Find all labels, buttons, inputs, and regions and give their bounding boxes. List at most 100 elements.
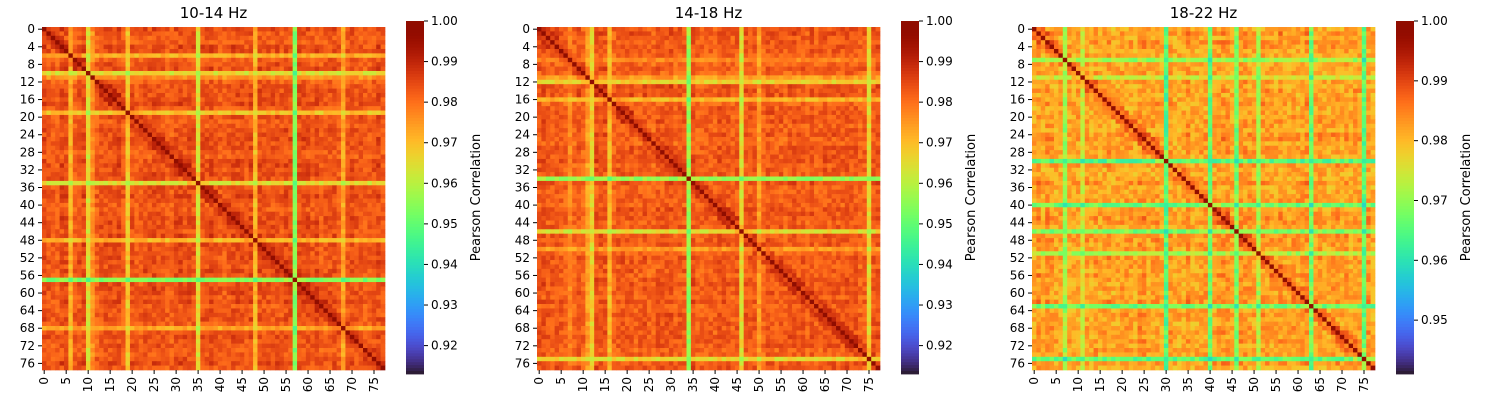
heatmap-cell <box>134 84 140 89</box>
heatmap-cell <box>213 154 219 160</box>
heatmap-cell <box>129 136 135 142</box>
heatmap-cell <box>59 194 65 199</box>
heatmap-cell <box>42 207 47 213</box>
heatmap-cell <box>248 31 254 37</box>
heatmap-cell <box>160 194 166 199</box>
heatmap-cell <box>151 211 157 217</box>
heatmap-cell <box>204 194 210 199</box>
heatmap-cell <box>151 277 157 283</box>
heatmap-cell <box>231 27 236 32</box>
heatmap-cell <box>68 79 74 85</box>
heatmap-cell <box>336 141 342 147</box>
heatmap-cell <box>200 79 206 85</box>
heatmap-cell <box>68 57 74 63</box>
heatmap-cell <box>107 295 113 300</box>
heatmap-cell <box>81 48 87 54</box>
heatmap-cell <box>129 132 135 138</box>
heatmap-cell <box>323 88 329 94</box>
heatmap-cell <box>305 167 311 173</box>
heatmap-cell <box>332 220 337 226</box>
heatmap-cell <box>231 114 236 120</box>
heatmap-cell <box>222 286 228 292</box>
heatmap-cell <box>380 145 386 151</box>
heatmap-cell <box>187 35 192 41</box>
heatmap-cell <box>200 194 206 199</box>
heatmap-cell <box>160 246 166 252</box>
heatmap-cell <box>358 128 364 133</box>
heatmap-cell <box>239 176 245 182</box>
heatmap-cell <box>327 185 333 191</box>
heatmap-cell <box>248 119 254 125</box>
heatmap-cell <box>371 211 377 217</box>
heatmap-cell <box>125 233 131 239</box>
heatmap-cell <box>112 224 118 230</box>
heatmap-cell <box>279 242 285 248</box>
heatmap-cell <box>191 158 197 164</box>
heatmap-cell <box>292 132 298 138</box>
heatmap-cell <box>50 123 56 129</box>
heatmap-cell <box>200 132 206 138</box>
heatmap-cell <box>147 119 153 125</box>
heatmap-cell <box>209 31 214 37</box>
heatmap-cell <box>121 106 126 111</box>
heatmap-cell <box>213 35 219 41</box>
heatmap-cell <box>371 150 377 155</box>
heatmap-cell <box>63 79 69 85</box>
heatmap-cell <box>354 114 359 120</box>
heatmap-cell <box>121 114 126 120</box>
heatmap-cell <box>323 110 329 116</box>
heatmap-cell <box>226 106 232 111</box>
heatmap-cell <box>85 229 91 235</box>
heatmap-cell <box>125 79 131 85</box>
heatmap-cell <box>310 145 315 151</box>
heatmap-cell <box>305 207 311 213</box>
heatmap-cell <box>301 198 307 204</box>
heatmap-cell <box>376 189 381 195</box>
heatmap-cell <box>244 299 250 305</box>
heatmap-cell <box>257 44 263 50</box>
heatmap-cell <box>319 88 324 94</box>
heatmap-cell <box>125 75 131 81</box>
heatmap-cell <box>182 277 188 283</box>
heatmap-cell <box>191 136 197 142</box>
heatmap-cell <box>349 255 355 261</box>
heatmap-cell <box>55 242 60 248</box>
heatmap-cell <box>81 114 87 120</box>
heatmap-cell <box>90 282 96 287</box>
heatmap-cell <box>332 189 337 195</box>
heatmap-cell <box>341 211 346 217</box>
heatmap-cell <box>226 154 232 160</box>
heatmap-cell <box>231 163 236 169</box>
heatmap-cell <box>169 75 175 81</box>
heatmap-cell <box>81 119 87 125</box>
heatmap-cell <box>314 194 320 199</box>
heatmap-cell <box>195 176 201 182</box>
heatmap-cell <box>178 251 184 257</box>
heatmap-cell <box>288 35 294 41</box>
heatmap-cell <box>301 101 307 107</box>
heatmap-cell <box>367 167 373 173</box>
heatmap-cell <box>341 202 346 208</box>
heatmap-cell <box>90 295 96 300</box>
heatmap-cell <box>72 238 78 243</box>
heatmap-cell <box>187 242 192 248</box>
heatmap-cell <box>191 75 197 81</box>
heatmap-cell <box>77 88 82 94</box>
heatmap-cell <box>349 123 355 129</box>
heatmap-cell <box>134 220 140 226</box>
heatmap-cell <box>266 172 272 177</box>
heatmap-cell <box>147 216 153 221</box>
heatmap-cell <box>72 88 78 94</box>
heatmap-cell <box>103 97 109 103</box>
heatmap-cell <box>253 220 258 226</box>
heatmap-cell <box>59 132 65 138</box>
heatmap-cell <box>138 145 144 151</box>
heatmap-cell <box>151 202 157 208</box>
heatmap-cell <box>160 286 166 292</box>
heatmap-cell <box>160 48 166 54</box>
heatmap-cell <box>367 119 373 125</box>
heatmap-cell <box>310 202 315 208</box>
heatmap-cell <box>380 242 386 248</box>
heatmap-cell <box>235 40 241 45</box>
heatmap-cell <box>46 185 52 191</box>
